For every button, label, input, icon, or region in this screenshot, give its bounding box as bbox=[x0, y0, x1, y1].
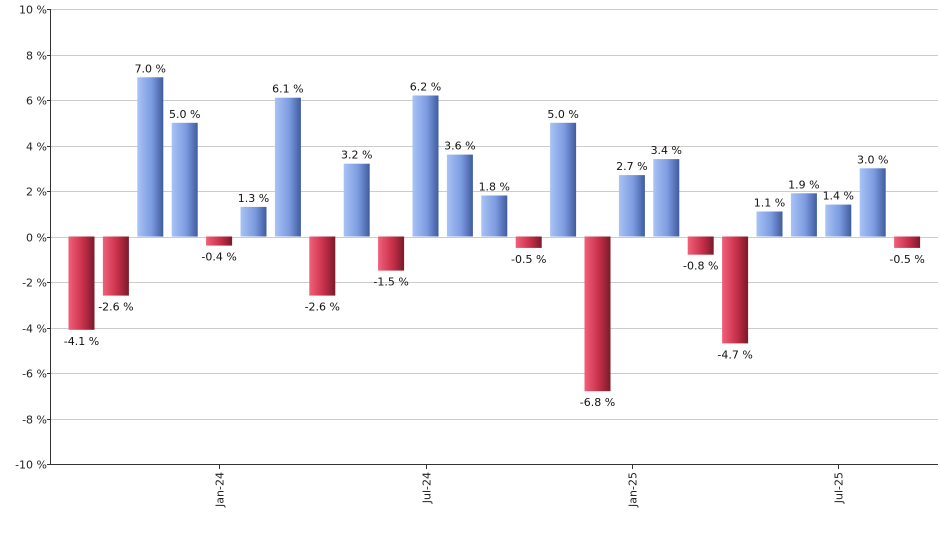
y-tick-label: -10 % bbox=[15, 459, 47, 472]
bar bbox=[68, 236, 95, 330]
bar bbox=[653, 159, 680, 237]
y-tick-label: 2 % bbox=[26, 186, 47, 199]
y-tick-label: 8 % bbox=[26, 50, 47, 63]
data-label: 1.9 % bbox=[788, 178, 819, 191]
bar bbox=[343, 163, 370, 237]
data-label: 1.3 % bbox=[238, 192, 269, 205]
data-label: 3.2 % bbox=[341, 149, 372, 162]
bar bbox=[584, 236, 611, 392]
data-label: 1.8 % bbox=[479, 181, 510, 194]
data-label: 5.0 % bbox=[169, 108, 200, 121]
x-tick-label: Jul-25 bbox=[833, 472, 846, 504]
axes: -10 % -8 % -6 % -4 % -2 % 0 % 2 % 4 % 6 % 8 % 10 %… bbox=[15, 4, 938, 508]
data-label: -0.5 % bbox=[511, 253, 546, 266]
y-tick-label: 0 % bbox=[26, 232, 47, 245]
y-tick-label: -6 % bbox=[22, 368, 47, 381]
data-label: 3.0 % bbox=[857, 153, 888, 166]
data-label: -0.4 % bbox=[201, 251, 236, 264]
bar bbox=[274, 97, 301, 237]
bar bbox=[446, 154, 473, 237]
data-label: -4.7 % bbox=[717, 348, 752, 361]
bar bbox=[550, 122, 577, 237]
bar bbox=[206, 236, 233, 246]
data-label: -4.1 % bbox=[64, 335, 99, 348]
data-label: 1.4 % bbox=[823, 190, 854, 203]
y-tick-label: 6 % bbox=[26, 95, 47, 108]
bar bbox=[309, 236, 336, 296]
data-label: 7.0 % bbox=[135, 62, 166, 75]
data-label: 3.4 % bbox=[651, 144, 682, 157]
bar bbox=[859, 168, 886, 237]
bar bbox=[790, 193, 817, 237]
x-tick-label: Jul-24 bbox=[421, 472, 434, 504]
bar bbox=[825, 204, 852, 237]
y-tick-label: -4 % bbox=[22, 323, 47, 336]
data-label: 3.6 % bbox=[444, 140, 475, 153]
bar bbox=[240, 206, 267, 237]
bar bbox=[894, 236, 921, 248]
data-label: 2.7 % bbox=[616, 160, 647, 173]
bars bbox=[68, 77, 921, 392]
bar bbox=[102, 236, 129, 296]
bar bbox=[378, 236, 405, 271]
y-tick-label: -2 % bbox=[22, 277, 47, 290]
data-label: -2.6 % bbox=[98, 301, 133, 314]
x-tick-label: Jan-24 bbox=[214, 472, 227, 508]
bar bbox=[722, 236, 749, 344]
y-tick-label: -8 % bbox=[22, 414, 47, 427]
data-label: 1.1 % bbox=[754, 197, 785, 210]
grid-lines bbox=[50, 9, 938, 465]
bar bbox=[618, 175, 645, 237]
bar bbox=[687, 236, 714, 255]
data-label: 5.0 % bbox=[547, 108, 578, 121]
data-label: -1.5 % bbox=[373, 276, 408, 289]
bar bbox=[481, 195, 508, 237]
data-label: 6.2 % bbox=[410, 81, 441, 94]
bar bbox=[756, 211, 783, 237]
bar bbox=[412, 95, 439, 237]
x-tick-label: Jan-25 bbox=[627, 472, 640, 508]
data-labels: -4.1 % -2.6 % 7.0 % 5.0 % -0.4 % 1.3 % 6.1 % -2… bbox=[64, 62, 925, 409]
y-tick-label: 4 % bbox=[26, 141, 47, 154]
data-label: 6.1 % bbox=[272, 83, 303, 96]
data-label: -0.8 % bbox=[683, 260, 718, 273]
bar bbox=[137, 77, 164, 237]
data-label: -6.8 % bbox=[580, 396, 615, 409]
y-tick-label: 10 % bbox=[19, 4, 47, 17]
data-label: -2.6 % bbox=[305, 301, 340, 314]
bar bbox=[515, 236, 542, 248]
bar bbox=[171, 122, 198, 237]
data-label: -0.5 % bbox=[889, 253, 924, 266]
